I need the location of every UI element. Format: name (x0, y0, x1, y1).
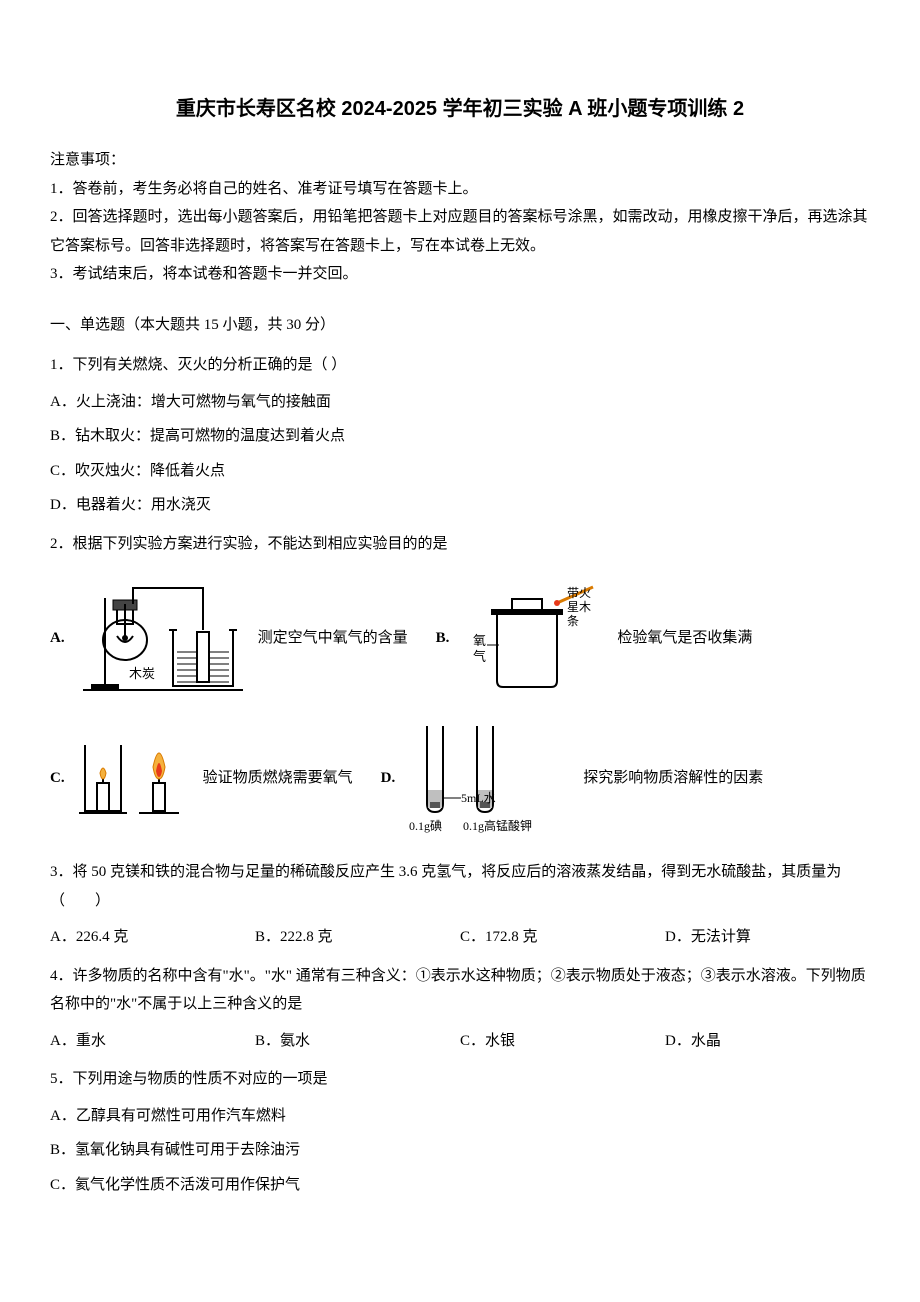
notice-line-2: 2．回答选择题时，选出每小题答案后，用铅笔把答题卡上对应题目的答案标号涂黑，如需… (50, 203, 870, 260)
q2-a-caption: 测定空气中氧气的含量 (258, 624, 408, 653)
q2-d-caption: 探究影响物质溶解性的因素 (583, 764, 763, 793)
q4-option-b: B．氨水 (255, 1027, 460, 1056)
svg-text:氧: 氧 (473, 633, 486, 648)
q2-c-caption: 验证物质燃烧需要氧气 (203, 764, 353, 793)
svg-text:0.1g碘: 0.1g碘 (409, 819, 442, 833)
q2-c-label: C. (50, 764, 65, 793)
q1-option-b: B．钻木取火：提高可燃物的温度达到着火点 (50, 422, 870, 451)
q4-option-c: C．水银 (460, 1027, 665, 1056)
page-title: 重庆市长寿区名校 2024-2025 学年初三实验 A 班小题专项训练 2 (50, 90, 870, 128)
svg-text:气: 气 (473, 649, 486, 664)
notice-heading: 注意事项： (50, 146, 870, 175)
q3-option-b: B．222.8 克 (255, 923, 460, 952)
q2-b-label: B. (436, 624, 450, 653)
q5-option-c: C．氦气化学性质不活泼可用作保护气 (50, 1171, 870, 1200)
q3-options: A．226.4 克 B．222.8 克 C．172.8 克 D．无法计算 (50, 923, 870, 952)
q2-d-label: D. (381, 764, 396, 793)
q1-option-d: D．电器着火：用水浇灭 (50, 491, 870, 520)
q1-stem: 1．下列有关燃烧、灭火的分析正确的是（ ） (50, 351, 870, 380)
section-1-heading: 一、单选题（本大题共 15 小题，共 30 分） (50, 311, 870, 340)
q2-figA-label: 木炭 (129, 666, 155, 681)
q2-figure-b: 带火 星木 条 氧 气 (457, 583, 607, 693)
q5-option-a: A．乙醇具有可燃性可用作汽车燃料 (50, 1102, 870, 1131)
q2-row-ab: A. (50, 578, 870, 698)
q3-option-a: A．226.4 克 (50, 923, 255, 952)
q2-stem: 2．根据下列实验方案进行实验，不能达到相应实验目的的是 (50, 530, 870, 559)
q3-option-c: C．172.8 克 (460, 923, 665, 952)
q5-stem: 5．下列用途与物质的性质不对应的一项是 (50, 1065, 870, 1094)
q1-option-a: A．火上浇油：增大可燃物与氧气的接触面 (50, 388, 870, 417)
svg-text:星木: 星木 (567, 600, 591, 614)
q2-b-caption: 检验氧气是否收集满 (617, 624, 752, 653)
q2-row-cd: C. 验证物质燃烧需要氧气 D. (50, 718, 870, 838)
q2-figure-d: 5mL水 0.1g碘 0.1g高锰酸钾 (403, 718, 573, 838)
q4-option-d: D．水晶 (665, 1027, 870, 1056)
svg-text:0.1g高锰酸钾: 0.1g高锰酸钾 (463, 818, 532, 833)
q4-options: A．重水 B．氨水 C．水银 D．水晶 (50, 1027, 870, 1056)
q3-stem: 3．将 50 克镁和铁的混合物与足量的稀硫酸反应产生 3.6 克氢气，将反应后的… (50, 858, 870, 915)
q2-figure-a: 木炭 (73, 578, 248, 698)
q5-option-b: B．氢氧化钠具有碱性可用于去除油污 (50, 1136, 870, 1165)
q3-option-d: D．无法计算 (665, 923, 870, 952)
svg-text:5mL水: 5mL水 (461, 791, 496, 805)
q4-option-a: A．重水 (50, 1027, 255, 1056)
q1-option-c: C．吹灭烛火：降低着火点 (50, 457, 870, 486)
notice-line-3: 3．考试结束后，将本试卷和答题卡一并交回。 (50, 260, 870, 289)
q4-stem: 4．许多物质的名称中含有"水"。"水" 通常有三种含义：①表示水这种物质；②表示… (50, 962, 870, 1019)
q2-figure-c (73, 733, 193, 823)
svg-text:条: 条 (567, 614, 579, 628)
svg-text:带火: 带火 (567, 586, 591, 600)
q2-a-label: A. (50, 624, 65, 653)
notice-line-1: 1．答卷前，考生务必将自己的姓名、准考证号填写在答题卡上。 (50, 175, 870, 204)
